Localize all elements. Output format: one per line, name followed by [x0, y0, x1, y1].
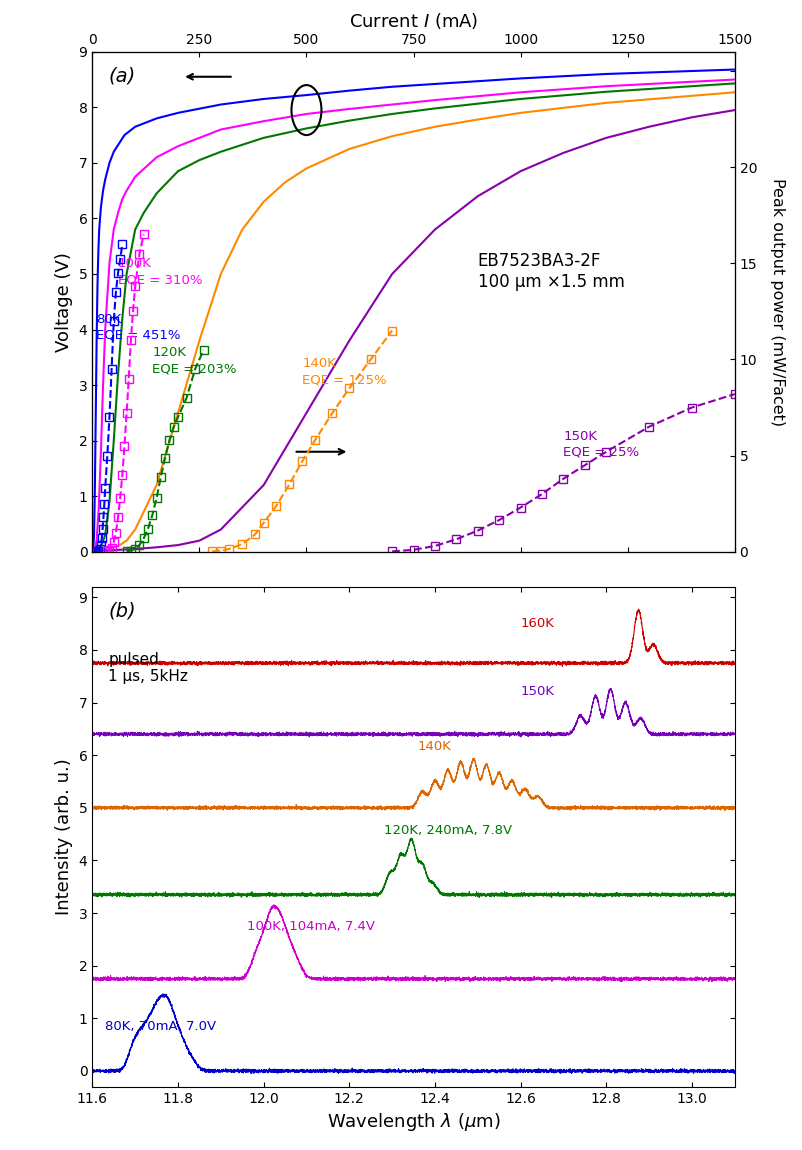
- Text: 160K: 160K: [520, 616, 554, 630]
- Text: 140K
EQE = 125%: 140K EQE = 125%: [302, 358, 387, 386]
- Text: 150K: 150K: [520, 685, 554, 698]
- Text: 140K: 140K: [417, 739, 452, 752]
- Text: 80K, 70mA, 7.0V: 80K, 70mA, 7.0V: [105, 1020, 216, 1033]
- Text: pulsed
1 μs, 5kHz: pulsed 1 μs, 5kHz: [108, 652, 188, 684]
- Text: EB7523BA3-2F
100 μm ×1.5 mm: EB7523BA3-2F 100 μm ×1.5 mm: [477, 252, 624, 291]
- X-axis label: Current $I$ (mA): Current $I$ (mA): [348, 12, 478, 31]
- Text: 100K, 104mA, 7.4V: 100K, 104mA, 7.4V: [246, 920, 374, 933]
- Text: (b): (b): [108, 601, 136, 621]
- Y-axis label: Intensity (arb. u.): Intensity (arb. u.): [55, 758, 73, 915]
- Text: 80K
EQE = 451%: 80K EQE = 451%: [95, 313, 180, 342]
- X-axis label: Wavelength $\lambda$ ($\mu$m): Wavelength $\lambda$ ($\mu$m): [326, 1111, 500, 1133]
- Text: 100K
EQE = 310%: 100K EQE = 310%: [118, 258, 202, 286]
- Text: (a): (a): [108, 67, 136, 86]
- Text: 150K
EQE = 25%: 150K EQE = 25%: [563, 430, 638, 459]
- Y-axis label: Peak output power (mW/Facet): Peak output power (mW/Facet): [769, 178, 784, 426]
- Text: 120K, 240mA, 7.8V: 120K, 240mA, 7.8V: [383, 823, 511, 837]
- Text: 120K
EQE = 203%: 120K EQE = 203%: [152, 346, 237, 375]
- Y-axis label: Voltage (V): Voltage (V): [55, 252, 73, 352]
